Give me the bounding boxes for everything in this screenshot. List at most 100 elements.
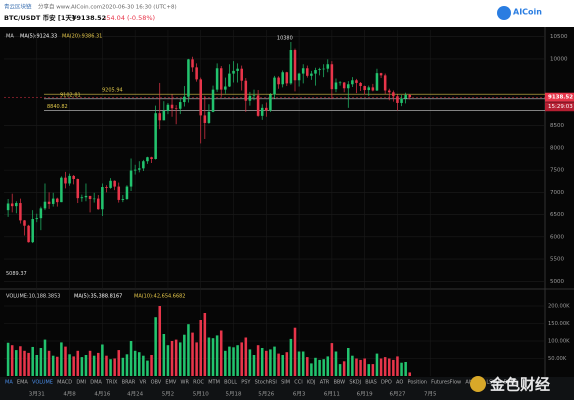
candle-body [252, 95, 256, 96]
indicator-tab[interactable]: EMA [17, 380, 28, 386]
candle-body [92, 198, 96, 200]
indicator-tab[interactable]: WR [181, 380, 190, 386]
candle-body [31, 219, 34, 243]
indicator-tab[interactable]: EMV [165, 380, 176, 386]
volume-bar [92, 355, 96, 376]
volume-bar [293, 327, 297, 376]
volume-bar [367, 364, 371, 376]
candle-body [371, 87, 375, 91]
indicator-tab[interactable]: VOLUME [32, 380, 53, 386]
candle-body [240, 68, 243, 81]
candle-body [199, 79, 202, 116]
ma-label: MA(5):9124.33 [20, 34, 57, 40]
y-tick-label: 5000 [550, 279, 564, 285]
candle-body [47, 201, 51, 204]
volume-bar [379, 358, 383, 376]
candle-body [322, 68, 325, 70]
countdown: 15:29:03 [548, 104, 573, 110]
volume-bar [297, 351, 301, 376]
x-tick-label: 6月27 [389, 391, 405, 398]
indicator-tab[interactable]: CCI [294, 380, 302, 386]
candle-body [359, 82, 362, 87]
indicator-tab[interactable]: BAGS [504, 380, 518, 386]
header-bg [0, 0, 574, 27]
indicator-tab[interactable]: StochRSI [255, 380, 277, 386]
indicator-tab[interactable]: BOLL [224, 380, 237, 386]
volume-bar [371, 364, 375, 376]
indicator-tab[interactable]: MACD [57, 380, 72, 386]
x-tick-label: 5月2 [162, 391, 175, 398]
volume-bar [76, 350, 80, 376]
candle-body [219, 68, 223, 90]
indicator-tab[interactable]: LSUR [486, 380, 500, 386]
volume-bar [117, 350, 121, 376]
volume-bar [183, 334, 186, 376]
volume-bar [310, 363, 313, 376]
indicator-tab[interactable]: BBW [333, 380, 345, 386]
candle-body [64, 177, 67, 184]
volume-bar [191, 332, 194, 376]
volume-tick-label: 150.00K [548, 321, 570, 327]
candle-body [125, 186, 129, 200]
candle-body [6, 203, 10, 211]
volume-bar [178, 342, 182, 376]
indicator-tab[interactable]: ATR [320, 380, 330, 386]
candle-body [363, 86, 366, 91]
indicator-tab[interactable]: ROC [193, 380, 204, 386]
candle-body [244, 80, 248, 101]
last-price-box [545, 92, 574, 102]
candle-body [228, 73, 231, 87]
candle-body [170, 104, 174, 109]
candle-body [39, 208, 43, 219]
candle-body [117, 186, 121, 200]
indicator-tab[interactable]: MTM [208, 380, 220, 386]
indicator-tab[interactable]: DMA [90, 380, 102, 386]
volume-bar [113, 358, 116, 376]
volume-bar [400, 362, 403, 376]
candle-body [162, 110, 166, 121]
indicator-tab[interactable]: MA [5, 380, 13, 386]
candle-body [158, 113, 162, 121]
volume-bar [281, 355, 284, 376]
candle-body [105, 187, 108, 188]
indicator-tab[interactable]: Position [407, 380, 426, 386]
indicator-tab[interactable]: TRIX [105, 380, 118, 386]
indicator-tab[interactable]: FuturesFlow [431, 380, 461, 386]
candle-body [203, 115, 207, 123]
candle-body [133, 169, 137, 171]
volume-bar [15, 350, 18, 376]
candle-body [338, 82, 342, 84]
candle-body [277, 77, 280, 85]
indicator-tab[interactable]: PSY [241, 380, 251, 386]
share: 分享自 www.AICoin.com [38, 3, 102, 11]
y-tick-label: 6500 [550, 212, 564, 218]
volume-ma-label: MA(5):35,388.8167 [74, 294, 122, 300]
volume-bar [387, 358, 391, 376]
candle-body [375, 73, 379, 91]
indicator-tab[interactable]: SIM [281, 380, 290, 386]
indicator-tab[interactable]: KDJ [307, 380, 316, 386]
volume-bar [301, 351, 305, 376]
candle-body [195, 67, 198, 80]
candle-body [96, 198, 100, 210]
ma-label: MA(20):9386.31 [62, 34, 102, 40]
x-tick-label: 4月16 [94, 391, 110, 398]
candle-body [191, 59, 194, 68]
volume-bar [10, 345, 14, 376]
volume-bar [338, 364, 342, 376]
indicator-tab[interactable]: BRAR [122, 380, 136, 386]
indicator-tab[interactable]: DMI [76, 380, 86, 386]
volume-bar [318, 359, 321, 376]
volume-bar [170, 341, 174, 376]
volume-bar [133, 350, 137, 376]
indicator-tab[interactable]: DPO [381, 380, 392, 386]
indicator-tab[interactable]: SKDJ [349, 380, 361, 386]
x-tick-label: 4月24 [127, 391, 143, 398]
indicator-tab[interactable]: OBV [151, 380, 162, 386]
indicator-tab[interactable]: BIAS [365, 380, 377, 386]
indicator-tab[interactable]: VR [139, 380, 146, 386]
volume-bar [285, 352, 289, 376]
indicator-tab[interactable]: AO [396, 380, 403, 386]
candle-body [392, 92, 395, 97]
